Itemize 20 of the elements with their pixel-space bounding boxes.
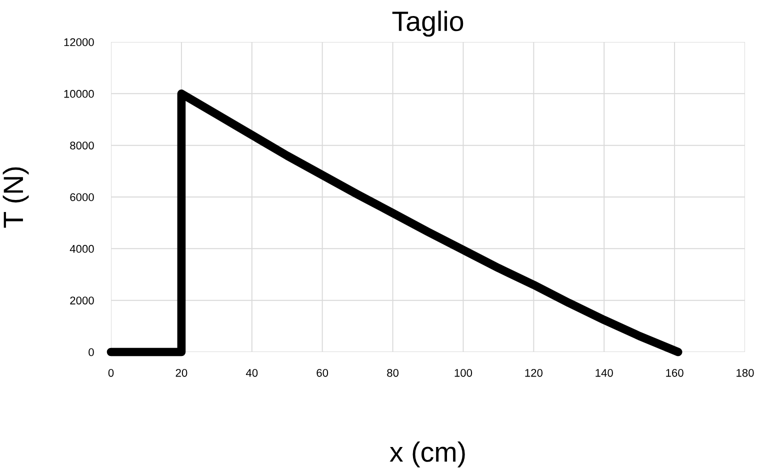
x-tick-label: 140 [596, 368, 613, 377]
y-tick-label: 4000 [70, 244, 94, 253]
x-tick-label: 180 [736, 368, 754, 377]
x-axis-title: x (cm) [390, 442, 465, 468]
x-tick-label: 60 [316, 368, 328, 377]
x-tick-label: 160 [666, 368, 684, 377]
x-tick-label: 20 [176, 368, 188, 377]
y-tick-label: 0 [88, 348, 94, 356]
y-tick-label: 6000 [70, 193, 94, 202]
x-tick-label: 0 [108, 368, 114, 377]
y-tick-label: 12000 [64, 38, 94, 46]
y-tick-label: 8000 [70, 142, 94, 150]
x-tick-label: 120 [525, 368, 542, 377]
y-tick-label: 10000 [64, 90, 94, 98]
chart-title: Taglio [392, 10, 464, 37]
x-tick-label: 80 [387, 368, 399, 377]
x-tick-label: 100 [454, 368, 472, 377]
x-tick-label: 40 [246, 368, 258, 377]
y-axis-title: T (N) [2, 167, 29, 228]
y-tick-label: 2000 [70, 296, 94, 304]
